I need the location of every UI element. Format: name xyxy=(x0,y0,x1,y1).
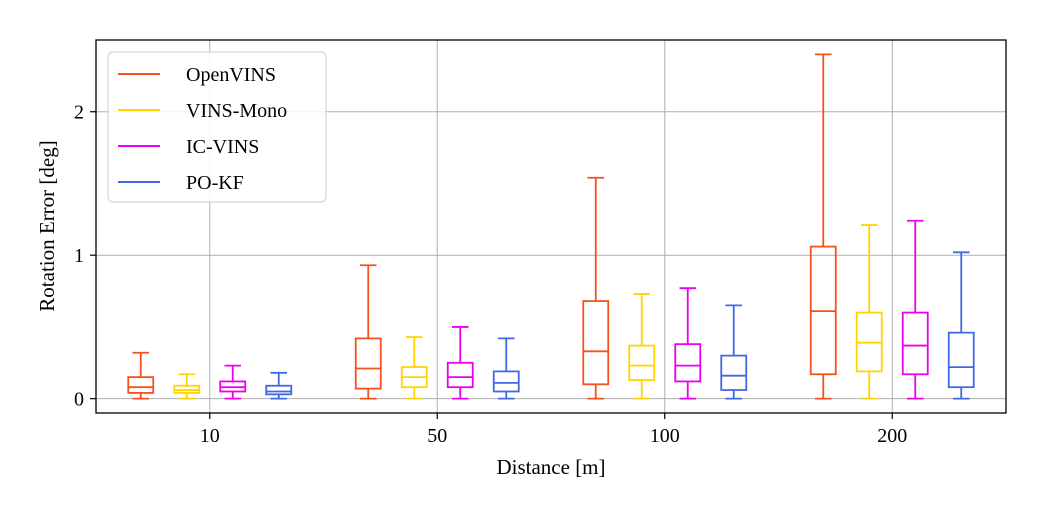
iqr-box xyxy=(674,343,702,383)
legend-label-po-kf: PO-KF xyxy=(186,172,244,194)
axis-ticks: 0 1 2 10 50 100 200 xyxy=(74,102,907,447)
iqr-box xyxy=(492,370,520,393)
box-po-kf-200 xyxy=(947,251,975,400)
box-ic-vins-200 xyxy=(901,219,929,400)
x-axis-label: Distance [m] xyxy=(496,455,605,479)
y-tick-label: 0 xyxy=(74,389,84,411)
box-vins-mono-200 xyxy=(855,224,883,400)
box-series-group xyxy=(127,53,975,400)
iqr-box xyxy=(947,331,975,389)
box-openvins-50 xyxy=(354,264,382,400)
iqr-box xyxy=(901,311,929,376)
legend-label-openvins: OpenVINS xyxy=(186,64,276,86)
box-vins-mono-50 xyxy=(400,336,428,400)
box-ic-vins-10 xyxy=(219,364,247,400)
box-vins-mono-10 xyxy=(173,373,201,400)
legend-label-ic-vins: IC-VINS xyxy=(186,136,259,158)
iqr-box xyxy=(720,354,748,391)
x-tick-label: 100 xyxy=(650,425,680,447)
y-tick-label: 2 xyxy=(74,102,84,124)
y-tick-label: 1 xyxy=(74,245,84,267)
box-ic-vins-50 xyxy=(446,326,474,400)
legend: OpenVINS VINS-Mono IC-VINS PO-KF xyxy=(107,51,327,203)
y-axis-label: Rotation Error [deg] xyxy=(35,140,59,311)
box-openvins-100 xyxy=(582,176,610,400)
x-tick-label: 200 xyxy=(877,425,907,447)
iqr-box xyxy=(354,337,382,390)
box-vins-mono-100 xyxy=(628,293,656,400)
iqr-box xyxy=(127,376,155,394)
box-ic-vins-100 xyxy=(674,287,702,400)
box-openvins-200 xyxy=(809,53,837,400)
legend-label-vins-mono: VINS-Mono xyxy=(186,100,287,122)
iqr-box xyxy=(265,384,293,396)
x-tick-label: 10 xyxy=(200,425,220,447)
legend-frame xyxy=(107,51,327,203)
x-tick-label: 50 xyxy=(427,425,447,447)
box-po-kf-100 xyxy=(720,304,748,400)
plot-frame xyxy=(95,39,1007,414)
iqr-box xyxy=(582,300,610,386)
box-po-kf-10 xyxy=(265,371,293,400)
box-po-kf-50 xyxy=(492,337,520,400)
box-openvins-10 xyxy=(127,351,155,400)
iqr-box xyxy=(628,344,656,381)
iqr-box xyxy=(446,361,474,389)
